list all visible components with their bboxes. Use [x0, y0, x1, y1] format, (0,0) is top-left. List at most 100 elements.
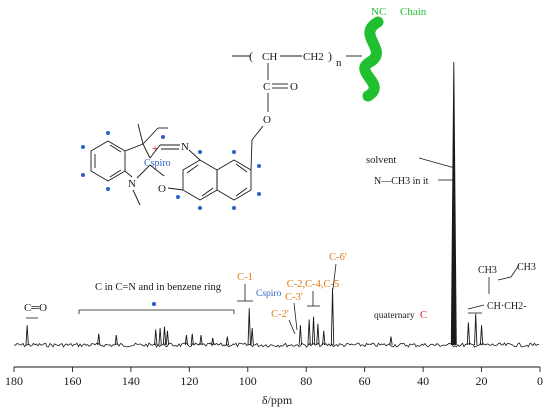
quaternary-label: quaternary	[374, 311, 415, 321]
naph-inner-2	[201, 187, 214, 197]
backbone-paren-right: )	[328, 49, 332, 63]
x-tick-label: 80	[300, 374, 312, 388]
ch3-left-label: CH3	[478, 265, 497, 276]
spectrum-peak	[97, 333, 101, 346]
five-ring-bond-1	[124, 143, 144, 152]
x-tick-label: 140	[122, 374, 140, 388]
c6p-label: C-6'	[329, 252, 347, 263]
gem-methyl-1	[137, 123, 144, 145]
spectrum-peak	[154, 329, 158, 346]
spectrum-peak	[330, 288, 335, 346]
spectrum-peak	[114, 335, 118, 346]
indoline-inner-bond-3	[109, 169, 122, 178]
spectrum-peak	[311, 316, 316, 346]
x-tick-label: 60	[359, 374, 371, 388]
naph-to-o	[167, 187, 184, 191]
x-tick-label: 20	[476, 374, 488, 388]
x-tick-label: 0	[537, 374, 543, 388]
gem-methyl-2	[142, 127, 159, 145]
spectrum-peak	[165, 330, 170, 346]
spectrum-peak	[247, 308, 251, 346]
x-tick-label: 160	[63, 374, 81, 388]
spectrum-peak	[250, 327, 254, 346]
cspiro-atom-label: Cspiro	[144, 158, 171, 169]
ch-ch2-label: CH·CH2-	[487, 301, 526, 312]
marker-dot	[198, 150, 202, 154]
c3p-label: C-3'	[285, 292, 303, 303]
naph-inner-3	[235, 163, 248, 173]
naph-to-n	[188, 149, 201, 161]
spectrum-peak	[190, 333, 194, 346]
spectrum-plot: 180 160 140 120 100 80 60 40 20 0 δ/ppm	[5, 61, 543, 407]
marker-dot	[257, 192, 261, 196]
spectrum-peak	[450, 61, 457, 346]
spectrum-peak	[162, 326, 167, 346]
marker-dot	[232, 206, 236, 210]
c245-label: C-2,C-4,C-5	[287, 279, 340, 290]
cspiro-peak-label: Cspiro	[256, 289, 282, 299]
spectrum-peak	[211, 337, 215, 346]
c-in-cn-label: C in C=N and in benzene ring	[95, 282, 222, 293]
x-tick-label: 120	[180, 374, 198, 388]
spectrum-peak	[316, 323, 320, 346]
ester-o-ring-bond	[251, 125, 264, 141]
spectrum-peak	[158, 327, 162, 346]
c6p-leader	[332, 263, 337, 290]
backbone-paren-left: (	[249, 49, 253, 63]
aromatic-carbon-markers	[81, 131, 261, 210]
spectrum-peak	[389, 336, 393, 346]
baseline-noise-trace	[13, 342, 540, 348]
backbone-ch: CH	[262, 51, 277, 63]
backbone-n: n	[336, 57, 342, 69]
quaternary-c-label: C	[420, 310, 427, 321]
x-tick-label: 180	[5, 374, 23, 388]
cationic-charge: +	[152, 143, 158, 155]
ester-o-single: O	[263, 114, 271, 126]
blue-dot-marker	[151, 301, 157, 307]
naph-inner-4	[235, 187, 248, 197]
ester-o-double: O	[290, 81, 298, 93]
ch3-bond-up	[510, 264, 520, 278]
spectrum-peak	[225, 336, 229, 346]
x-tick-label: 100	[239, 374, 257, 388]
five-ring-bond-2	[142, 143, 151, 159]
marker-dot	[198, 206, 202, 210]
x-axis-label: δ/ppm	[262, 393, 293, 407]
marker-dot	[106, 131, 110, 135]
chain-label: Chain	[400, 6, 427, 18]
n-ch3-label: N—CH3 in it	[374, 176, 429, 187]
backbone-ch2: CH2	[303, 51, 324, 63]
marker-dot	[81, 173, 85, 177]
marker-dot	[106, 187, 110, 191]
spectrum-peak	[466, 322, 471, 346]
carbonyl-label: C═O	[24, 302, 47, 314]
cn-linker-1	[149, 144, 161, 159]
marker-dot	[161, 135, 165, 139]
green-chain-squiggle	[359, 16, 384, 102]
imine-n: N	[181, 141, 189, 153]
five-ring-bond-4	[124, 170, 133, 178]
naphthalene-ring-left	[182, 159, 218, 201]
c2p-leader	[288, 319, 296, 335]
solvent-leader	[418, 157, 456, 169]
spectrum-peak	[199, 335, 203, 346]
n-methyl-bond	[132, 189, 141, 206]
spiro-o-bond	[149, 164, 165, 177]
naph-to-ester-o	[250, 139, 253, 171]
ch3-right-label: CH3	[517, 262, 536, 273]
naph-inner-1	[186, 164, 199, 174]
ester-c: C	[263, 81, 270, 93]
x-tick-label: 40	[417, 374, 429, 388]
indoline-n: N	[128, 178, 136, 190]
spectrum-peak	[474, 313, 478, 346]
solvent-label: solvent	[366, 155, 396, 166]
spectrum-peak	[298, 325, 303, 346]
spectrum-peak	[479, 325, 484, 346]
marker-dot	[257, 164, 261, 168]
spectrum-peak	[25, 325, 29, 346]
marker-dot	[232, 150, 236, 154]
spectrum-peak	[322, 330, 326, 346]
spectrum-peak	[184, 335, 189, 346]
c2p-label: C-2'	[271, 309, 289, 320]
